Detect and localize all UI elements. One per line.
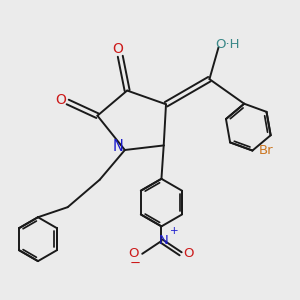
Text: O: O [184,247,194,260]
Text: +: + [170,226,178,236]
Text: −: − [130,256,141,269]
Text: O: O [129,247,139,260]
Text: N: N [112,139,123,154]
Text: Br: Br [258,144,273,157]
Text: O: O [112,42,123,56]
Text: N: N [159,234,169,247]
Text: O: O [56,93,66,107]
Text: O·H: O·H [215,38,240,51]
